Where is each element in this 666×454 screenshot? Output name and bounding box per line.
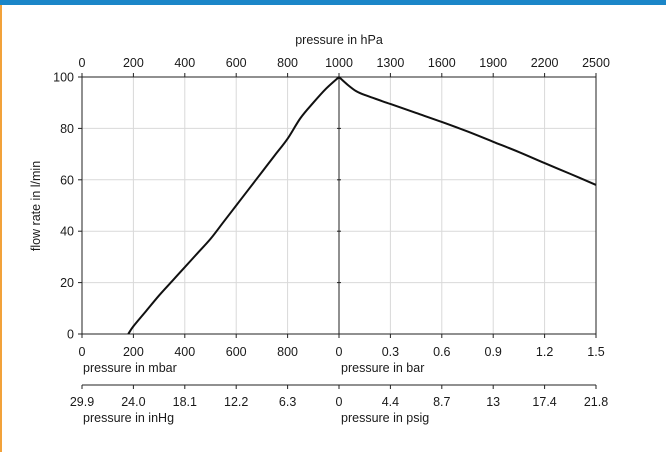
pressure-tick-label: 0.6 <box>433 345 450 359</box>
y-tick-label: 100 <box>53 71 74 85</box>
pressure-tick-label: 21.8 <box>584 395 608 409</box>
pressure-tick-label: 0 <box>336 395 343 409</box>
pressure-tick-label: 13 <box>486 395 500 409</box>
y-tick-label: 60 <box>60 173 74 187</box>
top-tick-label: 800 <box>277 56 298 70</box>
series <box>127 76 597 335</box>
bottom-axis-1-pressure-title: pressure in bar <box>341 361 424 375</box>
y-tick-label: 20 <box>60 276 74 290</box>
top-tick-label: 1000 <box>325 56 353 70</box>
pressure-tick-label: 17.4 <box>532 395 556 409</box>
y-tick-label: 40 <box>60 225 74 239</box>
y-axis-title: flow rate in l/min <box>29 161 43 251</box>
vacuum-tick-label: 600 <box>226 345 247 359</box>
bottom-axis-2-vacuum-title: pressure in inHg <box>83 411 174 425</box>
vacuum-tick-label: 18.1 <box>173 395 197 409</box>
top-tick-label: 600 <box>226 56 247 70</box>
top-tick-label: 1300 <box>376 56 404 70</box>
flow-curve-pressure-segment <box>338 76 597 186</box>
vacuum-tick-label: 29.9 <box>70 395 94 409</box>
pressure-tick-label: 0.9 <box>485 345 502 359</box>
top-tick-label: 200 <box>123 56 144 70</box>
pressure-tick-label: 8.7 <box>433 395 450 409</box>
top-tick-label: 1600 <box>428 56 456 70</box>
tick-labels: 0 200 400 600 800 1000 1300 1600 1900 2200 2500020… <box>53 56 610 409</box>
vacuum-tick-label: 0 <box>79 345 86 359</box>
pressure-tick-label: 0.3 <box>382 345 399 359</box>
top-tick-label: 2200 <box>531 56 559 70</box>
y-tick-label: 80 <box>60 122 74 136</box>
flow-curve-vacuum-segment <box>127 76 340 335</box>
top-tick-label: 1900 <box>479 56 507 70</box>
top-tick-label: 400 <box>174 56 195 70</box>
vacuum-tick-label: 24.0 <box>121 395 145 409</box>
pressure-tick-label: 1.5 <box>587 345 604 359</box>
pressure-tick-label: 0 <box>336 345 343 359</box>
pressure-tick-label: 1.2 <box>536 345 553 359</box>
vacuum-tick-label: 200 <box>123 345 144 359</box>
bottom-axis-2-pressure-title: pressure in psig <box>341 411 429 425</box>
vacuum-tick-label: 12.2 <box>224 395 248 409</box>
vacuum-tick-label: 400 <box>174 345 195 359</box>
header-bar <box>0 0 666 5</box>
y-tick-label: 0 <box>67 328 74 342</box>
vacuum-tick-label: 6.3 <box>279 395 296 409</box>
bottom-axis-1-vacuum-title: pressure in mbar <box>83 361 177 375</box>
pressure-tick-label: 4.4 <box>382 395 399 409</box>
top-tick-label: 0 <box>79 56 86 70</box>
vacuum-tick-label: 800 <box>277 345 298 359</box>
top-tick-label: 2500 <box>582 56 610 70</box>
top-axis-title: pressure in hPa <box>295 33 383 47</box>
